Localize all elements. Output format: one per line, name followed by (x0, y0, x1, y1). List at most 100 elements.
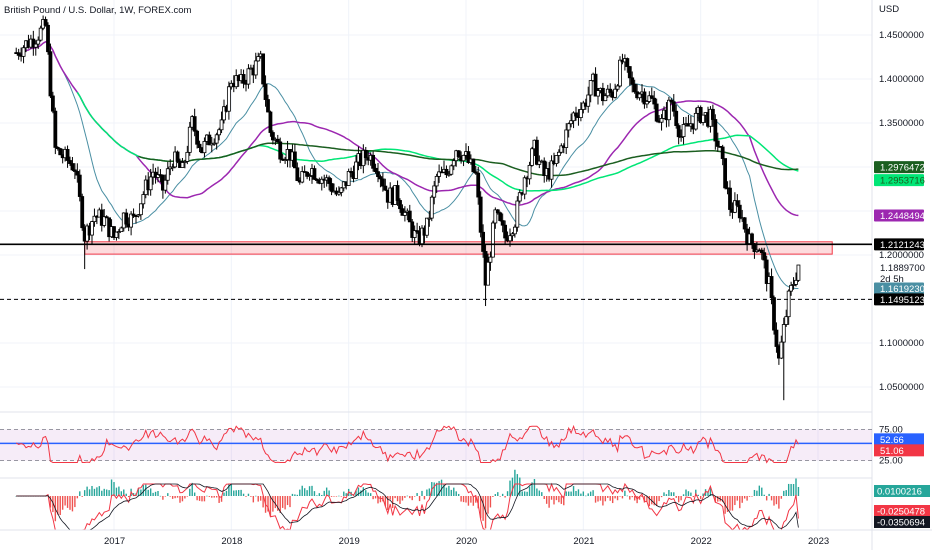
candle[interactable] (214, 132, 219, 150)
candle[interactable] (666, 96, 671, 127)
candle[interactable] (412, 225, 417, 245)
candle[interactable] (764, 255, 769, 292)
candle[interactable] (693, 107, 698, 131)
candle[interactable] (292, 143, 297, 169)
candle[interactable] (246, 64, 251, 89)
candle[interactable] (102, 209, 107, 228)
candle[interactable] (679, 129, 684, 142)
candle[interactable] (226, 81, 231, 120)
candle[interactable] (632, 79, 637, 94)
candle[interactable] (759, 247, 764, 260)
candle[interactable] (43, 16, 48, 27)
candle[interactable] (478, 191, 483, 238)
candle[interactable] (437, 164, 442, 183)
candle[interactable] (256, 52, 261, 62)
candle[interactable] (148, 168, 153, 196)
candle[interactable] (163, 174, 168, 194)
candle[interactable] (336, 186, 341, 196)
candle[interactable] (674, 104, 679, 129)
candle[interactable] (354, 155, 358, 180)
candle[interactable] (407, 204, 412, 223)
candle[interactable] (131, 208, 136, 218)
candle[interactable] (165, 161, 170, 185)
candle[interactable] (378, 174, 383, 188)
candle[interactable] (456, 150, 461, 158)
rsi-pane[interactable] (0, 424, 872, 464)
candle[interactable] (119, 226, 124, 233)
candle[interactable] (781, 317, 786, 401)
candle[interactable] (16, 48, 21, 60)
candle[interactable] (300, 166, 305, 184)
candle[interactable] (68, 156, 72, 166)
candle[interactable] (222, 99, 226, 124)
candle[interactable] (495, 209, 500, 215)
candle[interactable] (90, 220, 94, 244)
candle[interactable] (395, 180, 400, 206)
candle[interactable] (253, 52, 258, 79)
candle[interactable] (170, 163, 175, 172)
candle[interactable] (659, 114, 664, 131)
candle[interactable] (329, 178, 334, 196)
candle[interactable] (327, 175, 332, 191)
candle[interactable] (53, 107, 58, 155)
candle[interactable] (21, 45, 26, 64)
candle[interactable] (48, 43, 53, 99)
candle[interactable] (556, 149, 561, 164)
candle[interactable] (728, 180, 732, 217)
candle[interactable] (503, 220, 508, 244)
candle[interactable] (596, 88, 600, 105)
candle[interactable] (715, 132, 720, 152)
candle[interactable] (192, 108, 197, 137)
candle[interactable] (129, 211, 134, 236)
candle[interactable] (219, 111, 224, 134)
candle[interactable] (569, 113, 574, 128)
candle[interactable] (339, 186, 344, 197)
candle[interactable] (371, 151, 376, 172)
candle[interactable] (141, 191, 146, 209)
candle[interactable] (429, 195, 434, 222)
candle[interactable] (574, 106, 578, 121)
candle[interactable] (796, 264, 801, 282)
candle[interactable] (710, 104, 715, 127)
candle[interactable] (295, 162, 300, 182)
candle[interactable] (136, 214, 141, 218)
candle[interactable] (789, 281, 794, 296)
candle[interactable] (31, 30, 36, 56)
candle[interactable] (36, 36, 41, 49)
candle[interactable] (187, 121, 192, 156)
candle[interactable] (65, 145, 70, 168)
candle[interactable] (772, 295, 776, 335)
candle[interactable] (564, 123, 569, 155)
candle[interactable] (312, 165, 317, 181)
candle[interactable] (671, 94, 676, 117)
candle[interactable] (410, 219, 415, 242)
candle[interactable] (515, 196, 520, 232)
candle[interactable] (681, 116, 686, 145)
candle[interactable] (530, 146, 534, 167)
candle[interactable] (669, 98, 674, 104)
candle[interactable] (649, 87, 654, 100)
candle[interactable] (486, 253, 490, 286)
candle[interactable] (527, 161, 532, 185)
candle[interactable] (652, 90, 657, 110)
candle[interactable] (769, 268, 774, 305)
candle[interactable] (498, 211, 503, 222)
candle[interactable] (701, 114, 706, 126)
candle[interactable] (46, 22, 50, 55)
candle[interactable] (58, 147, 63, 156)
candle[interactable] (549, 155, 554, 188)
candle[interactable] (234, 69, 239, 90)
candle[interactable] (644, 100, 649, 109)
candle[interactable] (784, 309, 789, 327)
candle[interactable] (517, 189, 522, 204)
candle[interactable] (70, 157, 75, 172)
candle[interactable] (402, 206, 407, 222)
candle[interactable] (212, 138, 217, 146)
candle[interactable] (481, 224, 486, 258)
candle[interactable] (376, 163, 380, 183)
candle[interactable] (346, 168, 351, 186)
candle[interactable] (742, 217, 747, 233)
candle[interactable] (571, 111, 576, 129)
candle[interactable] (615, 84, 620, 92)
